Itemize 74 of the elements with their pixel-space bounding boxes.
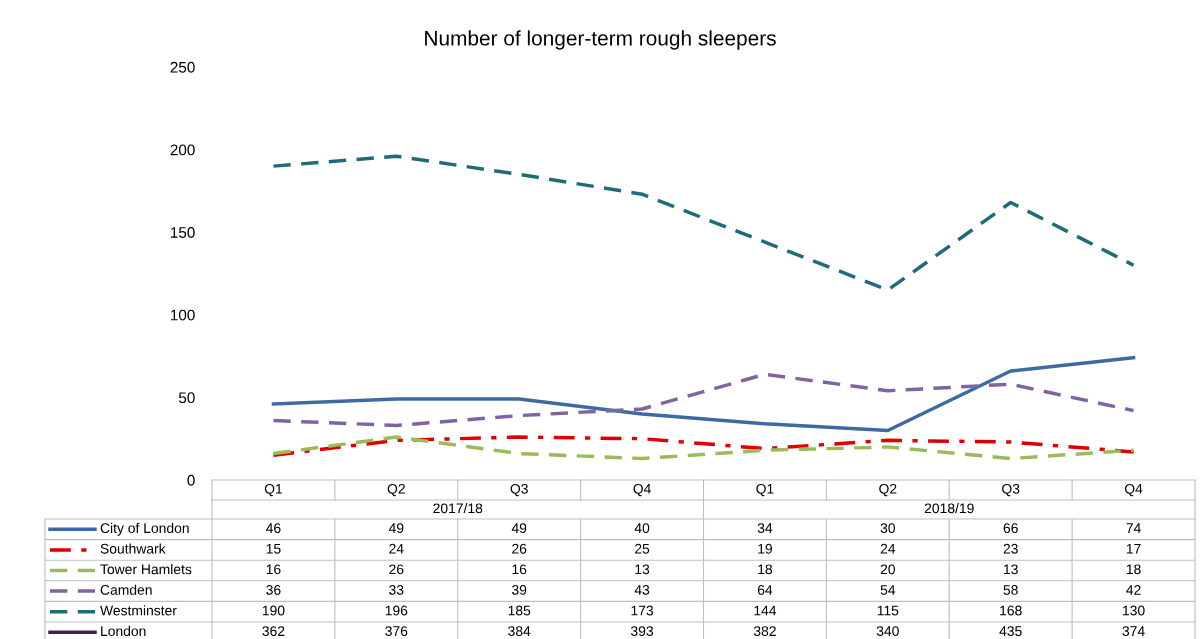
y-tick-label: 250 <box>170 61 195 73</box>
data-label: 40 <box>634 523 650 534</box>
x-tick-label: Q3 <box>1002 483 1020 497</box>
data-label: 130 <box>1123 605 1145 616</box>
data-label: 58 <box>1003 584 1018 595</box>
text: 393 <box>631 626 654 637</box>
text: 362 <box>262 626 285 637</box>
data-label: 16 <box>512 564 527 575</box>
text: 2017/18 <box>433 503 483 514</box>
line-series <box>271 154 1136 292</box>
data-label: 26 <box>512 543 527 554</box>
data-label: 18 <box>758 564 773 575</box>
legend-label: Camden <box>100 584 152 595</box>
y-tick-label: 100 <box>171 309 195 321</box>
data-label: 49 <box>511 523 527 534</box>
data-label: 196 <box>385 605 408 616</box>
data-label: 30 <box>880 523 895 534</box>
y-tick-label: 50 <box>178 392 195 404</box>
text: 2018/19 <box>924 503 974 514</box>
text: 340 <box>876 626 899 637</box>
legend-label: Westminster <box>100 605 177 616</box>
data-label: 15 <box>266 543 281 554</box>
y-tick-label: 200 <box>170 144 195 156</box>
x-tick-label: Q2 <box>879 483 897 497</box>
legend-label: London <box>101 625 146 637</box>
data-label: 13 <box>635 564 650 575</box>
data-label: 18 <box>1126 564 1141 575</box>
data-label: 20 <box>880 564 895 575</box>
text: 384 <box>508 626 531 637</box>
data-label: 46 <box>266 523 281 534</box>
line-series <box>271 356 1136 433</box>
data-label: 185 <box>508 605 531 616</box>
text: 376 <box>385 626 408 637</box>
data-label: 17 <box>1126 543 1141 554</box>
x-tick-label: Q4 <box>633 483 651 497</box>
y-tick-label: 0 <box>187 474 195 486</box>
data-label: 34 <box>757 523 773 534</box>
y-tick-label: 150 <box>171 227 195 238</box>
data-label: 24 <box>880 543 896 554</box>
x-tick-label: Q1 <box>756 483 774 497</box>
data-label: 54 <box>880 585 896 595</box>
data-label: 49 <box>388 523 404 534</box>
line-series <box>271 372 1136 428</box>
legend-label: Tower Hamlets <box>100 564 192 575</box>
x-tick-label: Q3 <box>510 483 528 497</box>
data-label: 33 <box>389 584 404 595</box>
data-label: 190 <box>262 605 285 616</box>
data-label: 64 <box>757 584 773 595</box>
data-label: 66 <box>1003 523 1018 534</box>
data-label: 23 <box>1003 543 1018 554</box>
data-label: 74 <box>1126 523 1141 533</box>
data-label: 173 <box>631 605 654 616</box>
data-label: 39 <box>511 584 527 595</box>
x-tick-label: Q4 <box>1124 483 1143 497</box>
data-label: 144 <box>754 605 777 616</box>
text: 374 <box>1122 626 1145 637</box>
text: 382 <box>753 626 776 637</box>
data-label: 26 <box>389 564 404 575</box>
text: 435 <box>999 626 1022 637</box>
data-label: 42 <box>1126 584 1141 595</box>
data-label: 36 <box>266 584 281 595</box>
legend-label: Southwark <box>100 543 166 554</box>
x-tick-label: Q1 <box>264 483 283 497</box>
data-label: 168 <box>1000 605 1022 616</box>
x-tick-label: Q2 <box>387 483 405 497</box>
data-label: 24 <box>389 543 404 554</box>
data-label: 115 <box>877 605 899 616</box>
data-label: 19 <box>758 543 772 554</box>
data-label: 16 <box>266 564 281 575</box>
data-label: 13 <box>1004 564 1018 575</box>
legend-label: City of London <box>100 522 189 536</box>
chart-title: Number of longer-term rough sleepers <box>425 30 776 50</box>
data-label: 43 <box>634 584 650 595</box>
data-label: 25 <box>635 543 650 554</box>
